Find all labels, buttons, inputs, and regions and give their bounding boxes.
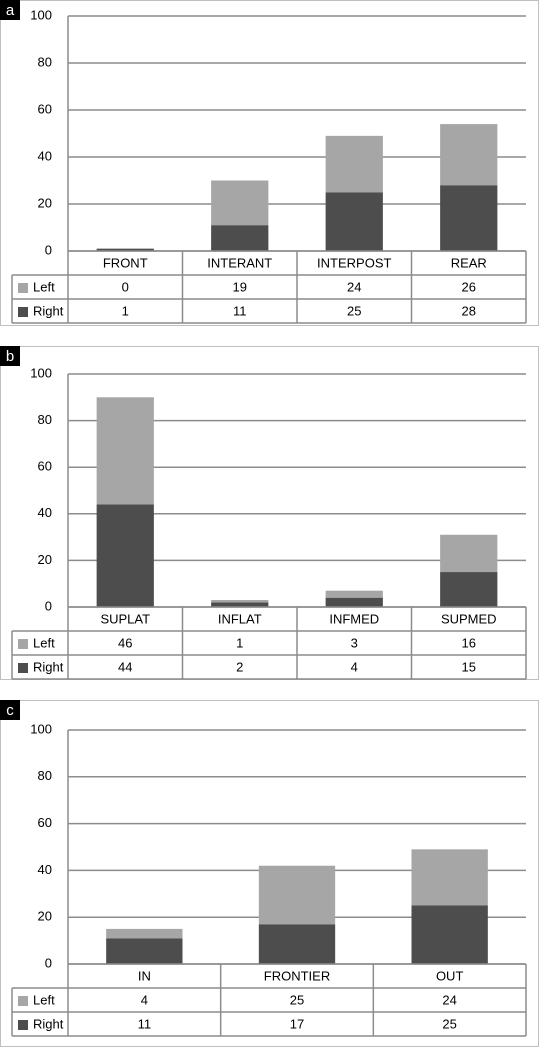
data-label: 3 — [351, 635, 358, 650]
data-label: 46 — [118, 635, 132, 650]
legend-label-right: Right — [33, 303, 64, 318]
category-label: FRONTIER — [264, 968, 330, 983]
y-tick-label: 0 — [45, 955, 52, 970]
data-label: 44 — [118, 659, 132, 674]
bar-left — [440, 534, 498, 573]
bar-right — [325, 597, 383, 607]
panel-label-box — [0, 0, 20, 20]
category-label: FRONT — [103, 255, 148, 270]
data-label: 4 — [351, 659, 358, 674]
bar-left — [325, 135, 383, 193]
category-label: INTERANT — [207, 255, 272, 270]
y-tick-label: 40 — [38, 148, 52, 163]
bar-right — [411, 905, 488, 964]
bar-left — [325, 590, 383, 598]
y-tick-label: 60 — [38, 815, 52, 830]
data-label: 16 — [462, 635, 476, 650]
category-label: SUPMED — [441, 611, 497, 626]
bar-left — [211, 600, 269, 603]
bar-left — [211, 180, 269, 226]
category-label: OUT — [436, 968, 464, 983]
bar-left — [411, 849, 488, 906]
bar-right — [440, 572, 498, 607]
data-label: 24 — [347, 279, 361, 294]
data-label: 11 — [233, 303, 247, 318]
legend-label-right: Right — [33, 659, 64, 674]
panel-label-box — [0, 346, 20, 366]
bar-right — [106, 938, 183, 964]
data-label: 2 — [236, 659, 243, 674]
data-label: 1 — [236, 635, 243, 650]
chart-panel-a: a 0 20 40 60 80 100 FRONT INTERANT INTERPOST REAR L… — [0, 0, 539, 326]
data-label: 11 — [138, 1016, 152, 1031]
data-label: 0 — [122, 279, 129, 294]
y-tick-label: 20 — [38, 195, 52, 210]
bar-left — [440, 124, 498, 186]
legend-label-right: Right — [33, 1016, 64, 1031]
legend-swatch-left — [18, 996, 28, 1006]
legend-swatch-right — [18, 663, 28, 673]
category-label: INTERPOST — [317, 255, 391, 270]
bar-right — [96, 248, 154, 251]
data-label: 24 — [442, 992, 456, 1007]
data-label: 25 — [290, 992, 304, 1007]
y-tick-label: 60 — [38, 101, 52, 116]
chart-panel-c: c 0 20 40 60 80 100 IN FRONTIER OUT Left 4 25 24 Right… — [0, 700, 539, 1047]
legend-label-left: Left — [33, 992, 55, 1007]
bar-right — [211, 225, 269, 251]
category-label: INFLAT — [218, 611, 262, 626]
panel-label: b — [6, 348, 14, 365]
y-tick-label: 80 — [38, 54, 52, 69]
data-label: 15 — [462, 659, 476, 674]
y-tick-label: 60 — [38, 459, 52, 474]
data-label: 19 — [233, 279, 247, 294]
category-label: REAR — [451, 255, 487, 270]
y-tick-label: 80 — [38, 768, 52, 783]
panel-label: a — [6, 2, 15, 19]
chart-panel-b: b 0 20 40 60 80 100 SUPLAT INFLAT INFMED SUPMED Lef… — [0, 346, 539, 680]
data-label: 28 — [462, 303, 476, 318]
y-tick-label: 100 — [30, 365, 52, 380]
legend-swatch-right — [18, 307, 28, 317]
data-label: 4 — [141, 992, 148, 1007]
category-label: IN — [138, 968, 151, 983]
y-tick-label: 20 — [38, 909, 52, 924]
panel-label: c — [6, 702, 14, 719]
legend-swatch-left — [18, 283, 28, 293]
y-tick-label: 80 — [38, 412, 52, 427]
data-label: 25 — [347, 303, 361, 318]
bar-left — [96, 397, 154, 505]
y-tick-label: 40 — [38, 862, 52, 877]
y-tick-label: 0 — [45, 242, 52, 257]
data-label: 26 — [462, 279, 476, 294]
legend-label-left: Left — [33, 279, 55, 294]
legend-swatch-right — [18, 1020, 28, 1030]
data-label: 1 — [122, 303, 129, 318]
category-label: SUPLAT — [100, 611, 150, 626]
bar-right — [258, 924, 336, 964]
bar-right — [325, 192, 383, 251]
bar-right — [440, 185, 498, 251]
data-label: 17 — [290, 1016, 304, 1031]
y-tick-label: 40 — [38, 505, 52, 520]
y-tick-label: 0 — [45, 598, 52, 613]
category-label: INFMED — [329, 611, 379, 626]
bar-left — [106, 928, 183, 939]
legend-swatch-left — [18, 639, 28, 649]
bar-right — [211, 602, 269, 607]
y-tick-label: 100 — [30, 721, 52, 736]
panel-frame — [0, 346, 539, 680]
y-tick-label: 20 — [38, 552, 52, 567]
y-tick-label: 100 — [30, 7, 52, 22]
bar-left — [258, 865, 336, 925]
legend-label-left: Left — [33, 635, 55, 650]
panel-label-box — [0, 700, 20, 720]
bar-right — [96, 504, 154, 607]
data-label: 25 — [442, 1016, 456, 1031]
